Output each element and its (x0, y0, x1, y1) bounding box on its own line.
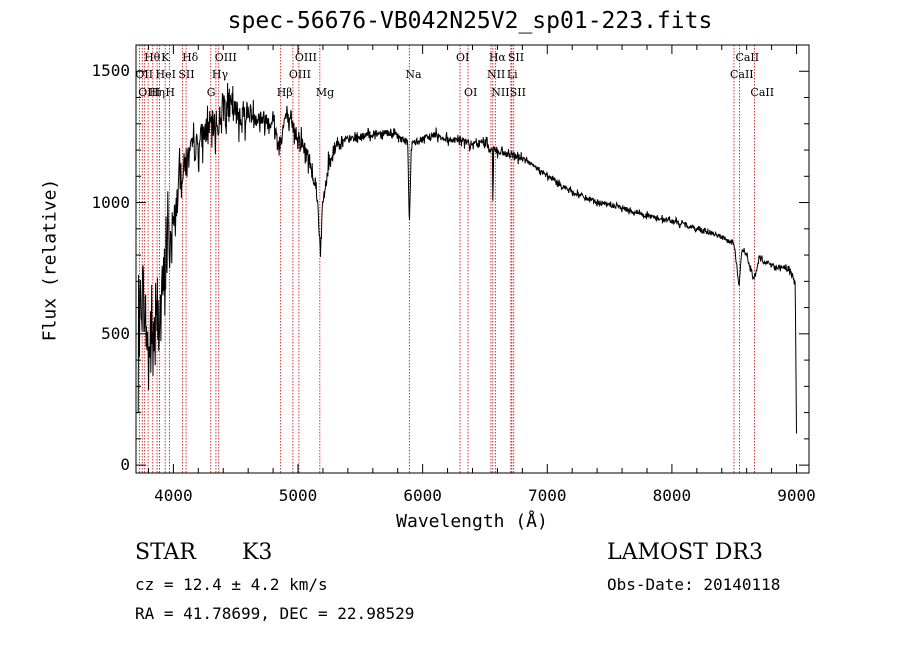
line-label: OIII (138, 86, 160, 99)
line-label: SII (510, 86, 526, 99)
axis-ticks (136, 45, 809, 473)
emission-line-markers (138, 45, 755, 473)
redshift-cz: cz = 12.4 ± 4.2 km/s (135, 575, 328, 594)
line-label: CaII (750, 86, 774, 99)
chart-title: spec-56676-VB042N25V2_sp01-223.fits (227, 8, 713, 34)
object-class: STAR (135, 540, 196, 565)
line-label: OIII (289, 68, 311, 81)
line-label: NII (491, 86, 509, 99)
x-tick-label: 7000 (528, 486, 567, 505)
y-tick-label: 500 (101, 323, 130, 343)
line-label: Hδ (182, 51, 199, 64)
line-label: Hθ (144, 51, 161, 64)
spectrum-line (136, 82, 797, 434)
x-tick-label: 6000 (403, 486, 442, 505)
line-label: OII (135, 68, 153, 81)
y-tick-label: 1000 (91, 192, 130, 212)
y-axis-label: Flux (relative) (39, 178, 61, 342)
line-label: Hη (149, 86, 165, 99)
line-label: SII (178, 68, 194, 81)
line-label: Mg (316, 86, 334, 99)
line-label: Li (507, 68, 518, 81)
line-label: Hβ (277, 86, 293, 99)
line-label: HeI (156, 68, 176, 81)
x-tick-label: 5000 (278, 486, 318, 505)
x-tick-label: 4000 (154, 486, 193, 505)
survey-name: LAMOST DR3 (607, 540, 763, 565)
line-label: OIII (215, 51, 237, 64)
x-axis-label: Wavelength (Å) (396, 511, 548, 532)
line-label: CaII (735, 51, 759, 64)
coordinates: RA = 41.78699, DEC = 22.98529 (135, 604, 415, 623)
x-tick-label: 8000 (652, 486, 692, 505)
line-label: Hα (489, 51, 507, 64)
y-tick-label: 0 (120, 455, 130, 475)
line-label: OI (464, 86, 477, 99)
spectral-subclass: K3 (242, 540, 273, 565)
line-label: OI (456, 51, 469, 64)
line-label: G (207, 86, 216, 99)
x-tick-label: 9000 (777, 486, 816, 505)
line-label: Na (405, 68, 422, 81)
line-label: Hγ (212, 68, 229, 81)
line-label: H (165, 86, 175, 99)
line-label: K (161, 51, 170, 64)
observation-date: Obs-Date: 20140118 (607, 575, 781, 594)
line-label: SII (508, 51, 524, 64)
line-label: NII (487, 68, 505, 81)
line-label: CaII (730, 68, 754, 81)
y-tick-label: 1500 (91, 61, 130, 81)
line-label: OIII (295, 51, 317, 64)
